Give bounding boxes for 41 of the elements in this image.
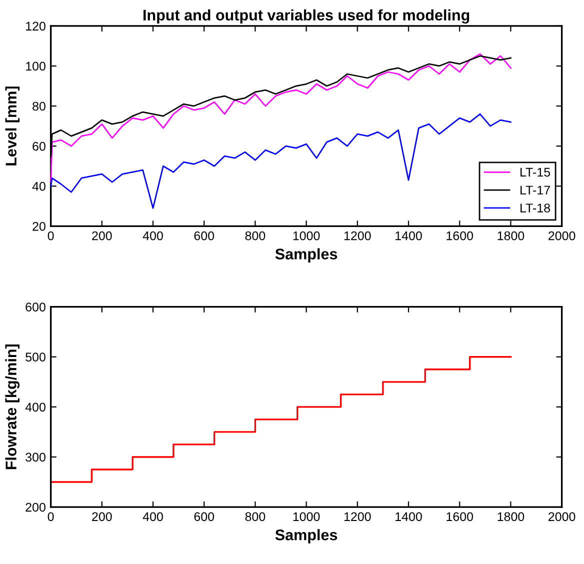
y-tick-label: 20 xyxy=(32,222,46,231)
x-tick-label: 1200 xyxy=(344,512,371,522)
x-tick-label: 2000 xyxy=(548,512,576,522)
x-tick-label: 1800 xyxy=(498,512,524,522)
x-axis-title: Samples xyxy=(275,248,338,262)
x-tick-label: 1000 xyxy=(293,231,320,240)
x-tick-label: 400 xyxy=(142,512,163,522)
x-tick-label: 1200 xyxy=(344,231,371,240)
y-tick-label: 600 xyxy=(26,302,46,312)
x-tick-label: 0 xyxy=(48,512,54,522)
x-tick-label: 2000 xyxy=(548,231,576,240)
y-axis-title: Level [mm] xyxy=(5,86,20,166)
x-tick-label: 0 xyxy=(48,231,54,240)
chart-title: Input and output variables used for modeling xyxy=(144,9,470,24)
x-tick-label: 1400 xyxy=(396,231,422,240)
y-axis-title: Flowrate [kg/min] xyxy=(5,344,20,470)
legend-label: LT-18 xyxy=(520,204,550,212)
legend-label: LT-17 xyxy=(520,186,550,194)
y-tick-label: 80 xyxy=(32,102,46,111)
x-tick-label: 1000 xyxy=(293,512,320,522)
y-tick-label: 60 xyxy=(32,142,46,151)
y-tick-label: 120 xyxy=(26,22,46,31)
x-tick-label: 800 xyxy=(245,512,266,522)
x-tick-label: 1400 xyxy=(396,512,422,522)
x-tick-label: 200 xyxy=(92,512,112,522)
y-tick-label: 400 xyxy=(25,402,46,412)
y-tick-label: 40 xyxy=(32,182,46,191)
y-tick-label: 200 xyxy=(26,502,46,512)
x-tick-label: 1600 xyxy=(446,512,474,522)
x-tick-label: 600 xyxy=(194,231,214,240)
y-tick-label: 100 xyxy=(26,62,46,71)
x-axis-title: Samples xyxy=(275,529,338,544)
x-tick-label: 600 xyxy=(194,512,214,522)
x-tick-label: 1600 xyxy=(446,231,474,240)
y-tick-label: 300 xyxy=(26,452,46,462)
x-tick-label: 800 xyxy=(245,231,266,240)
legend-label: LT-15 xyxy=(520,168,550,177)
x-tick-label: 200 xyxy=(92,231,112,240)
x-tick-label: 1800 xyxy=(498,231,524,240)
y-tick-label: 500 xyxy=(26,352,46,362)
x-tick-label: 400 xyxy=(142,231,163,240)
